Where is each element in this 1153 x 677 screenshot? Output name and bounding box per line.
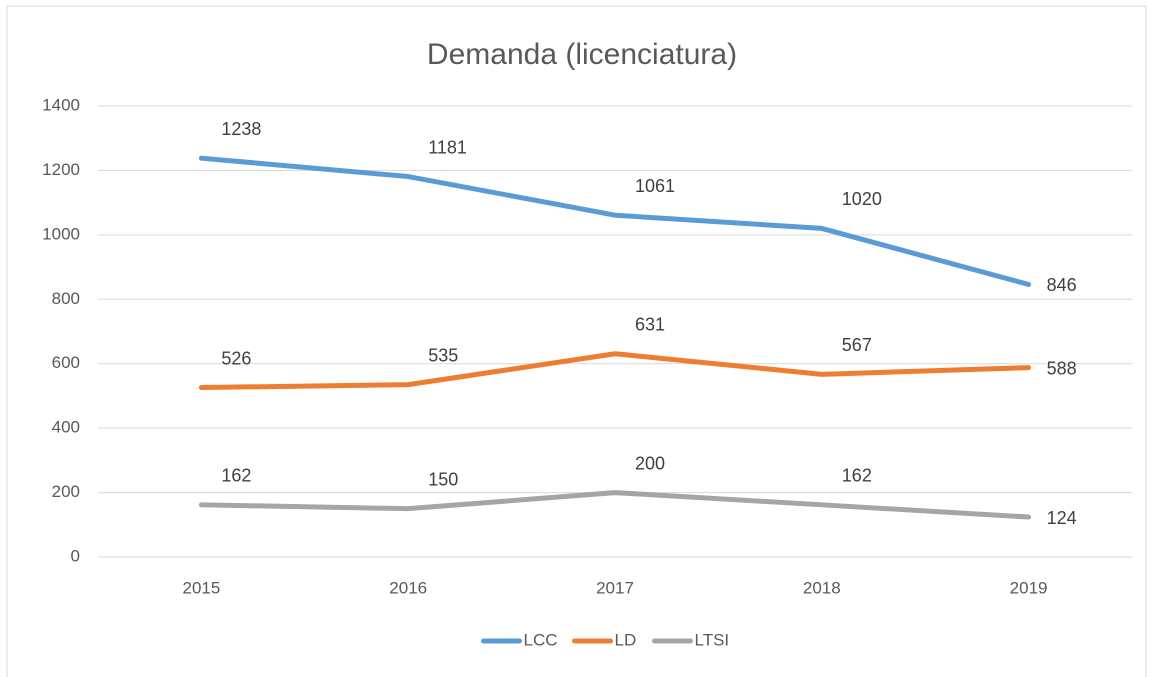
- data-label: 567: [842, 335, 872, 355]
- data-label: 846: [1047, 275, 1077, 295]
- legend-label: LD: [615, 630, 637, 649]
- data-label: 1020: [842, 189, 882, 209]
- y-tick-label: 200: [52, 482, 80, 501]
- chart-title: Demanda (licenciatura): [427, 38, 737, 71]
- data-label: 162: [842, 466, 872, 486]
- data-label: 535: [428, 345, 458, 365]
- chart-border: [6, 5, 1147, 677]
- legend-label: LCC: [524, 630, 558, 649]
- y-tick-label: 1200: [42, 160, 80, 179]
- y-tick-label: 1000: [42, 224, 80, 243]
- x-tick-label: 2018: [803, 578, 841, 597]
- x-tick-label: 2019: [1010, 578, 1048, 597]
- data-label: 526: [221, 348, 251, 368]
- x-tick-label: 2016: [389, 578, 427, 597]
- y-tick-label: 800: [52, 289, 80, 308]
- line-series: [198, 351, 1032, 391]
- y-tick-label: 600: [52, 353, 80, 372]
- y-tick-label: 400: [52, 418, 80, 437]
- data-label: 162: [221, 466, 251, 486]
- y-tick-label: 0: [71, 546, 80, 565]
- legend-label: LTSI: [695, 630, 730, 649]
- data-label: 1061: [635, 176, 675, 196]
- x-tick-label: 2015: [182, 578, 220, 597]
- data-label: 124: [1047, 508, 1077, 528]
- line-series: [198, 155, 1032, 287]
- data-label: 631: [635, 314, 665, 334]
- x-tick-label: 2017: [596, 578, 634, 597]
- data-label: 1238: [221, 119, 261, 139]
- data-label: 588: [1047, 358, 1077, 378]
- line-series: [198, 490, 1032, 520]
- data-label: 1181: [428, 137, 467, 157]
- y-tick-label: 1400: [42, 95, 80, 114]
- data-label: 150: [428, 469, 458, 489]
- data-label: 200: [635, 453, 665, 473]
